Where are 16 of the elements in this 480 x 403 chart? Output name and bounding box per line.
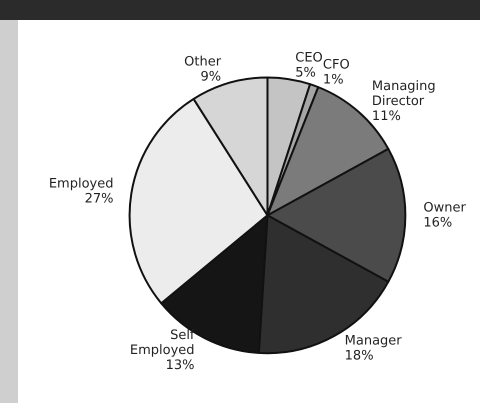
slice-label: Self Employed	[130, 328, 195, 358]
slice-label: CFO	[322, 57, 350, 72]
data-label: 18%	[344, 348, 374, 364]
data-label: 27%	[84, 192, 114, 207]
slice-label: CEO	[295, 50, 323, 66]
data-label: 16%	[423, 215, 452, 230]
slice-label: Manager	[344, 333, 402, 348]
data-label: 11%	[372, 108, 401, 124]
data-label: 5%	[295, 65, 316, 80]
data-label: 1%	[322, 72, 344, 88]
slice-label: Employed	[48, 176, 114, 192]
slice-label: Managing Director	[372, 78, 436, 109]
data-label: 9%	[200, 69, 222, 84]
slice-label: Owner	[423, 200, 466, 216]
data-label: 13%	[166, 358, 195, 374]
slice-label: Other	[184, 54, 222, 70]
